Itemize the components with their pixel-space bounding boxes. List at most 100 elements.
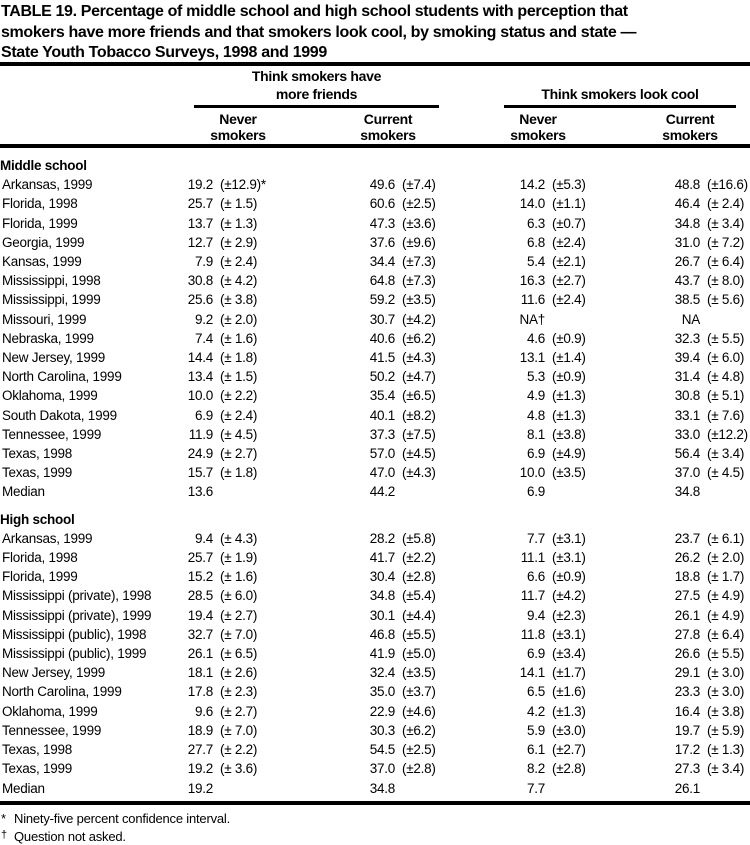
state-cell: Texas, 1999 <box>2 465 73 481</box>
ci-cell: (± 2.7) <box>220 446 258 462</box>
ci-cell: (±2.7) <box>552 273 586 289</box>
table-body: Middle school Arkansas, 1999 19.2 (±12.9)* 4… <box>0 148 750 798</box>
value-cell: 30.8 <box>674 388 701 404</box>
value-cell: 19.4 <box>187 607 214 623</box>
bottom-rule <box>0 800 750 805</box>
table-row: Georgia, 1999 12.7 (± 2.9) 37.6 (±9.6) 6.8 (±2… <box>0 233 750 252</box>
value-cell: 11.6 <box>520 292 546 308</box>
value-cell: 37.0 <box>674 465 701 481</box>
ci-cell: (± 3.8) <box>707 703 745 719</box>
value-cell: 4.6 <box>526 330 545 346</box>
ci-cell: (±5.0) <box>402 646 436 662</box>
value-cell: 29.1 <box>674 665 701 681</box>
value-cell: 11.1 <box>520 550 546 566</box>
ci-cell: (± 5.9) <box>707 722 745 738</box>
value-cell: 10.0 <box>519 465 546 481</box>
ci-cell: (±3.0) <box>552 722 586 738</box>
table-row: Texas, 1999 19.2 (± 3.6) 37.0 (±2.8) 8.2 (±2.8… <box>0 759 750 778</box>
value-cell: 8.2 <box>526 761 545 777</box>
ci-cell: (± 2.2) <box>220 388 258 404</box>
ci-cell: (±3.5) <box>552 465 586 481</box>
value-cell: 32.4 <box>369 665 396 681</box>
ci-cell: (±2.3) <box>552 607 586 623</box>
value-cell: 27.5 <box>674 588 701 604</box>
table-row: Mississippi (private), 1998 28.5 (± 6.0) 34… <box>0 586 750 605</box>
ci-cell: (± 4.9) <box>707 588 745 604</box>
ci-cell: (± 1.6) <box>220 569 258 585</box>
ci-cell <box>395 779 510 798</box>
value-cell: 23.3 <box>674 684 701 700</box>
ci-cell: (±5.8) <box>402 530 436 546</box>
col-header-current-smokers-friends: Current smokers <box>360 111 416 143</box>
state-cell: Tennessee, 1999 <box>2 426 102 442</box>
value-cell: 17.2 <box>674 742 701 758</box>
ci-cell: (± 1.8) <box>220 350 258 366</box>
footnote-confidence-interval: * Ninety-five percent confidence interval… <box>1 810 750 827</box>
ci-cell: (± 1.3) <box>707 742 745 758</box>
value-cell: 47.0 <box>369 465 396 481</box>
table-row: Texas, 1998 27.7 (± 2.2) 54.5 (±2.5) 6.1 (±2.7… <box>0 740 750 759</box>
spanner-think-smokers-have-more-friends: Think smokers have more friends <box>251 68 382 102</box>
value-cell: 64.8 <box>369 273 396 289</box>
state-cell: South Dakota, 1999 <box>2 407 117 423</box>
value-cell: 27.8 <box>674 626 701 642</box>
value-cell: 30.3 <box>369 722 396 738</box>
ci-cell: (± 3.0) <box>707 665 745 681</box>
ci-cell: (±4.5) <box>402 446 436 462</box>
value-cell: 34.8 <box>674 215 701 231</box>
table-row: New Jersey, 1999 14.4 (± 1.8) 41.5 (±4.3) 13.… <box>0 348 750 367</box>
value-cell: 14.0 <box>519 196 546 212</box>
ci-cell: (± 1.3) <box>220 215 258 231</box>
value-cell: 6.9 <box>526 484 545 500</box>
value-cell: 37.6 <box>369 234 396 250</box>
state-cell: Mississippi (public), 1999 <box>2 646 147 662</box>
value-cell: NA† <box>519 311 545 327</box>
value-cell: 40.1 <box>369 407 396 423</box>
ci-cell: (±6.5) <box>402 388 436 404</box>
ci-cell <box>213 779 360 798</box>
value-cell: 25.6 <box>187 292 214 308</box>
ci-cell: (±9.6) <box>402 234 436 250</box>
table-row: Median 13.6 44.2 6.9 34.8 <box>0 482 750 501</box>
table-row: Arkansas, 1999 9.4 (± 4.3) 28.2 (±5.8) 7.7 (±3… <box>0 529 750 548</box>
state-cell: Florida, 1999 <box>2 215 78 231</box>
header-rule <box>0 144 750 148</box>
value-cell: 10.0 <box>187 388 214 404</box>
col-header-never-smokers-cool: Never smokers <box>510 111 566 143</box>
col-header-current-smokers-cool: Current smokers <box>662 111 718 143</box>
table-row: South Dakota, 1999 6.9 (± 2.4) 40.1 (±8.2) 4.… <box>0 406 750 425</box>
value-cell: 47.3 <box>369 215 396 231</box>
ci-cell: (±1.3) <box>552 407 586 423</box>
state-cell: Kansas, 1999 <box>2 254 82 270</box>
value-cell: 34.8 <box>674 484 701 500</box>
value-cell: 35.4 <box>369 388 396 404</box>
ci-cell: (± 2.6) <box>220 665 258 681</box>
table-row: Oklahoma, 1999 9.6 (± 2.7) 22.9 (±4.6) 4.2 (±1… <box>0 702 750 721</box>
table-row: Mississippi, 1998 30.8 (± 4.2) 64.8 (±7.3) 16… <box>0 271 750 290</box>
state-cell: Mississippi, 1999 <box>2 292 101 308</box>
state-cell: Texas, 1999 <box>2 761 73 777</box>
ci-cell: (±1.4) <box>552 350 586 366</box>
value-cell: 14.2 <box>519 177 546 193</box>
state-cell: Oklahoma, 1999 <box>2 388 98 404</box>
ci-cell: (±7.3) <box>402 273 436 289</box>
value-cell: 37.3 <box>369 426 396 442</box>
ci-cell: (± 2.3) <box>220 684 258 700</box>
table-row: Texas, 1999 15.7 (± 1.8) 47.0 (±4.3) 10.0 (±3.… <box>0 463 750 482</box>
value-cell: 11.7 <box>520 588 546 604</box>
footnotes: * Ninety-five percent confidence interval… <box>0 805 750 845</box>
value-cell: 30.1 <box>369 607 396 623</box>
data-table-wrap: Middle school Arkansas, 1999 19.2 (±12.9)* 4… <box>0 148 750 801</box>
table-row: Oklahoma, 1999 10.0 (± 2.2) 35.4 (±6.5) 4.9 (±… <box>0 386 750 405</box>
ci-cell: (±0.9) <box>552 330 586 346</box>
ci-cell: (±3.5) <box>402 665 436 681</box>
spanner-think-smokers-look-cool: Think smokers look cool <box>541 86 699 102</box>
ci-cell: (±2.8) <box>402 761 436 777</box>
value-cell: 4.9 <box>526 388 545 404</box>
ci-cell: (± 1.5) <box>220 196 258 212</box>
footnote-text: Ninety-five percent confidence interval. <box>14 810 231 826</box>
value-cell: 13.7 <box>187 215 214 231</box>
state-cell: Florida, 1998 <box>2 550 78 566</box>
top-rule <box>0 62 750 66</box>
ci-cell: (±1.1) <box>552 196 586 212</box>
